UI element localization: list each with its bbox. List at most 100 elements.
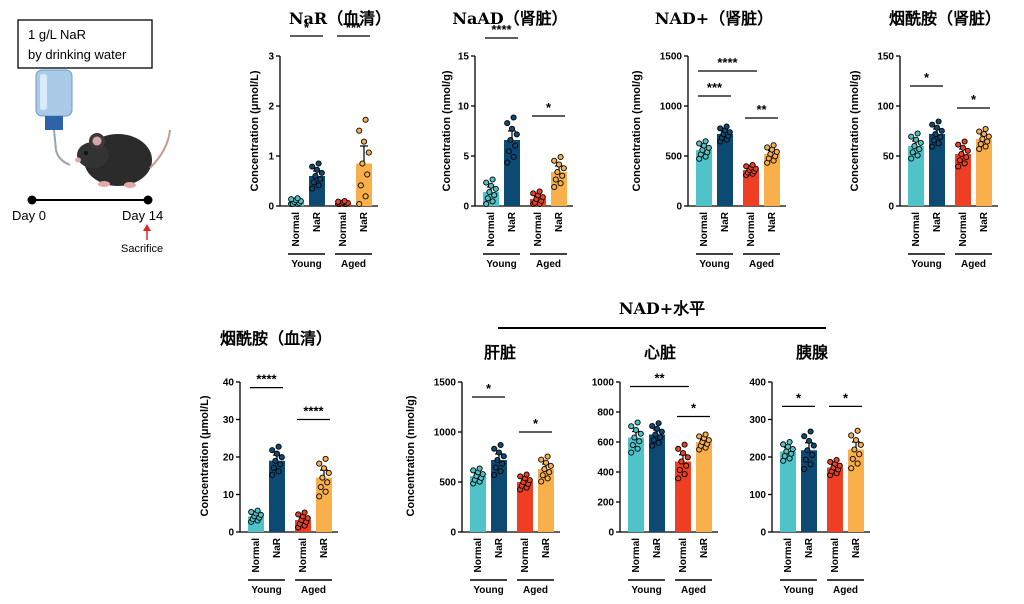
data-point <box>275 468 282 475</box>
significance-label: **** <box>303 404 324 419</box>
data-point <box>637 430 644 437</box>
dosing-line-1: 1 g/L NaR <box>28 27 86 42</box>
data-point <box>632 426 640 434</box>
data-point <box>360 138 368 145</box>
data-point <box>504 159 511 166</box>
group-label: Aged <box>833 585 858 596</box>
chart-panel-2: NaAD（肾脏） Concentration (nmol/g) 0 5 10 15 Norm… <box>441 9 573 270</box>
data-point <box>658 428 665 435</box>
data-point <box>277 461 284 468</box>
data-point <box>938 127 945 134</box>
data-point <box>702 431 709 438</box>
water-bottle-icon <box>35 69 73 166</box>
data-point <box>857 441 864 448</box>
data-point <box>827 458 834 465</box>
y-tick-label: 15 <box>458 52 470 63</box>
data-point <box>976 128 983 135</box>
data-point <box>541 465 548 473</box>
y-tick-label: 500 <box>665 152 682 163</box>
bar <box>764 154 780 206</box>
group-label: Aged <box>341 259 366 270</box>
y-tick-label: 0 <box>268 202 274 213</box>
y-tick-label: 1500 <box>434 378 457 389</box>
data-point <box>980 130 988 138</box>
chart-panel-4: 烟酰胺（肾脏） Concentration (nmol/g) 0 50 100 150 No… <box>849 9 1001 270</box>
section-title: NAD+水平 <box>619 299 705 318</box>
category-label: Normal <box>298 538 309 573</box>
category-label: NaR <box>804 537 815 558</box>
significance-label: **** <box>717 55 738 70</box>
y-tick-label: 800 <box>597 408 614 419</box>
data-point <box>789 445 796 453</box>
category-label: NaR <box>932 211 943 232</box>
y-tick-label: 3 <box>268 52 274 63</box>
data-point <box>657 434 664 441</box>
data-point <box>856 451 863 458</box>
data-point <box>546 469 553 476</box>
day14-marker <box>143 195 153 205</box>
significance-label: *** <box>346 20 362 35</box>
data-point <box>362 116 369 123</box>
data-point <box>801 465 808 473</box>
y-tick-label: 1000 <box>660 102 683 113</box>
data-point <box>681 471 688 478</box>
chart-title: NaAD（肾脏） <box>452 9 567 28</box>
y-tick-label: 150 <box>877 52 894 63</box>
data-point <box>539 472 546 479</box>
y-tick-label: 0 <box>760 528 766 539</box>
data-point <box>310 179 317 186</box>
day0-label: Day 0 <box>12 208 46 223</box>
significance-label: * <box>546 100 552 115</box>
data-point <box>335 198 342 205</box>
data-point <box>364 171 371 178</box>
data-point <box>961 160 968 167</box>
y-tick-label: 50 <box>883 152 895 163</box>
group-label: Aged <box>523 585 548 596</box>
data-point <box>764 144 771 151</box>
data-point <box>937 134 944 141</box>
chart-title: 烟酰胺（肾脏） <box>889 9 1001 28</box>
data-point <box>552 176 559 183</box>
category-label: NaR <box>319 537 330 558</box>
data-point <box>322 455 329 462</box>
category-label: NaR <box>767 211 778 232</box>
y-tick-label: 40 <box>223 378 235 389</box>
bar <box>470 476 486 532</box>
data-point <box>649 423 656 430</box>
data-point <box>309 163 316 170</box>
y-tick-label: 1000 <box>592 378 615 389</box>
data-point <box>848 432 855 439</box>
category-label: Normal <box>783 538 794 573</box>
data-point <box>316 493 323 500</box>
group-label: Young <box>486 259 516 270</box>
significance-label: * <box>971 92 977 107</box>
chart-title: 胰腺 <box>796 343 829 362</box>
data-point <box>489 198 496 205</box>
bar <box>696 150 712 206</box>
bar <box>538 469 554 532</box>
y-tick-label: 400 <box>597 468 614 479</box>
data-point <box>320 465 328 472</box>
y-tick-label: 0 <box>463 202 469 213</box>
data-point <box>634 419 641 426</box>
bar <box>780 451 796 532</box>
y-tick-label: 30 <box>223 415 235 426</box>
y-tick-label: 0 <box>608 528 614 539</box>
data-point <box>497 468 504 475</box>
data-point <box>551 183 558 191</box>
data-point <box>649 442 656 449</box>
chart-title: 心脏 <box>644 343 676 362</box>
category-label: Normal <box>631 538 642 573</box>
data-point <box>933 124 941 131</box>
data-point <box>494 456 501 464</box>
y-tick-label: 5 <box>463 152 469 163</box>
day0-marker <box>27 195 37 205</box>
y-tick-label: 300 <box>749 415 766 426</box>
data-point <box>538 456 545 463</box>
data-point <box>315 160 322 167</box>
data-point <box>523 471 530 478</box>
data-point <box>705 144 712 151</box>
data-point <box>495 449 503 456</box>
chart-panel-8: 胰腺 0 100 200 300 400 Normal NaR Normal NaR Young Ag… <box>749 343 870 596</box>
data-point <box>554 168 561 176</box>
